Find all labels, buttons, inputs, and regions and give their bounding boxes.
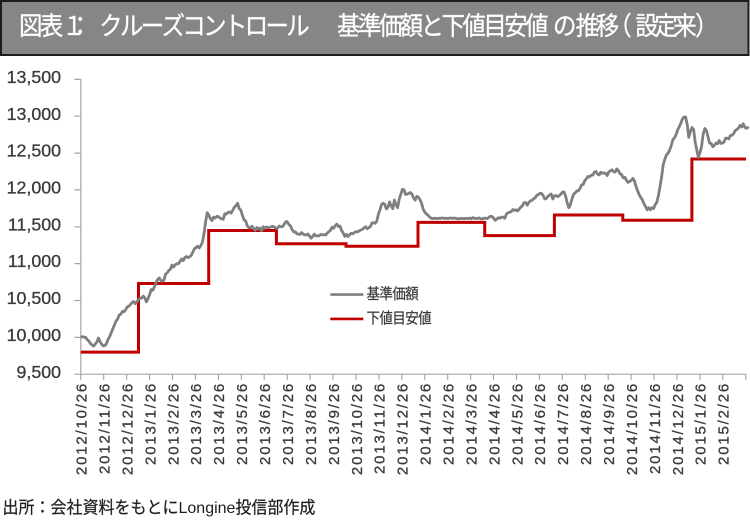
svg-text:2013/9/26: 2013/9/26: [326, 382, 343, 465]
svg-text:10,000: 10,000: [7, 325, 61, 345]
svg-text:2013/4/26: 2013/4/26: [211, 382, 228, 465]
svg-text:2013/6/26: 2013/6/26: [257, 382, 274, 465]
svg-text:2014/3/26: 2014/3/26: [463, 382, 480, 465]
svg-text:2014/10/26: 2014/10/26: [624, 382, 641, 475]
svg-text:2013/3/26: 2013/3/26: [188, 382, 205, 465]
svg-text:2013/5/26: 2013/5/26: [234, 382, 251, 465]
svg-text:2014/7/26: 2014/7/26: [555, 382, 572, 465]
svg-text:2014/6/26: 2014/6/26: [532, 382, 549, 465]
svg-text:11,000: 11,000: [8, 251, 61, 271]
svg-text:2014/1/26: 2014/1/26: [418, 382, 435, 465]
svg-text:2013/2/26: 2013/2/26: [165, 382, 182, 465]
svg-text:2014/4/26: 2014/4/26: [486, 382, 503, 465]
svg-text:11,500: 11,500: [8, 214, 61, 234]
svg-text:2014/8/26: 2014/8/26: [578, 382, 595, 465]
svg-text:10,500: 10,500: [7, 288, 61, 308]
svg-text:2014/11/26: 2014/11/26: [647, 382, 664, 474]
svg-text:13,000: 13,000: [7, 104, 61, 124]
svg-text:2013/12/26: 2013/12/26: [395, 382, 412, 475]
svg-text:13,500: 13,500: [7, 67, 61, 87]
svg-text:2014/5/26: 2014/5/26: [509, 382, 526, 465]
svg-text:2014/9/26: 2014/9/26: [601, 382, 618, 465]
svg-text:2013/10/26: 2013/10/26: [349, 382, 366, 475]
svg-text:2012/12/26: 2012/12/26: [120, 382, 137, 475]
svg-text:2013/11/26: 2013/11/26: [372, 382, 389, 474]
svg-text:2013/7/26: 2013/7/26: [280, 382, 297, 465]
svg-text:2015/2/26: 2015/2/26: [716, 382, 733, 465]
svg-text:2015/1/26: 2015/1/26: [693, 382, 710, 465]
svg-text:2014/12/26: 2014/12/26: [670, 382, 687, 475]
svg-text:12,500: 12,500: [7, 141, 61, 161]
svg-text:2012/11/26: 2012/11/26: [97, 382, 114, 474]
svg-text:2014/2/26: 2014/2/26: [441, 382, 458, 465]
svg-text:Longine: Longine: [179, 500, 236, 517]
svg-text:9,500: 9,500: [17, 362, 62, 382]
svg-text:2012/10/26: 2012/10/26: [74, 382, 91, 475]
svg-text:2013/8/26: 2013/8/26: [303, 382, 320, 465]
svg-text:12,000: 12,000: [7, 178, 61, 198]
svg-text:2013/1/26: 2013/1/26: [142, 382, 159, 465]
